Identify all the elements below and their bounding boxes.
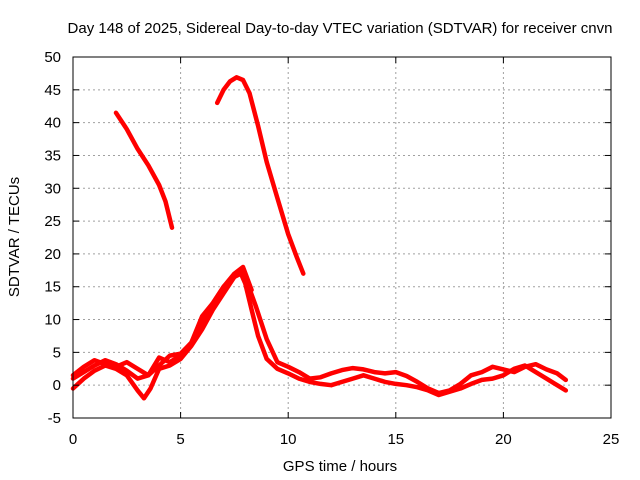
axis-ticks: 0 5 10 15 20 25 -5 0 5 10 15 20 25 30 35 40 45 50 bbox=[44, 49, 619, 448]
y-tick-label: 25 bbox=[44, 213, 61, 230]
series-line-track-4 bbox=[70, 271, 569, 401]
y-tick-label: 35 bbox=[44, 147, 61, 164]
y-tick-label: 40 bbox=[44, 115, 61, 132]
y-tick-label: 10 bbox=[44, 312, 61, 329]
data-series bbox=[70, 75, 569, 401]
y-tick-label: -5 bbox=[48, 410, 61, 427]
x-tick-label: 5 bbox=[176, 431, 184, 448]
x-tick-label: 10 bbox=[280, 431, 297, 448]
y-tick-label: 30 bbox=[44, 180, 61, 197]
plot-frame bbox=[72, 56, 612, 419]
x-tick-label: 15 bbox=[387, 431, 404, 448]
y-tick-label: 5 bbox=[53, 344, 61, 361]
y-tick-label: 20 bbox=[44, 246, 61, 263]
y-tick-label: 0 bbox=[53, 377, 61, 394]
series-line-track-2 bbox=[214, 75, 306, 276]
y-tick-label: 50 bbox=[44, 49, 61, 66]
series-line-track-5 bbox=[70, 270, 569, 396]
series-line-track-1 bbox=[113, 110, 175, 230]
x-tick-label: 20 bbox=[495, 431, 512, 448]
y-axis-label: SDTVAR / TECUs bbox=[6, 177, 23, 297]
x-tick-label: 25 bbox=[603, 431, 620, 448]
y-tick-label: 15 bbox=[44, 279, 61, 296]
y-tick-label: 45 bbox=[44, 82, 61, 99]
x-tick-label: 0 bbox=[69, 431, 77, 448]
x-axis-label: GPS time / hours bbox=[283, 458, 397, 475]
chart-title: Day 148 of 2025, Sidereal Day-to-day VTE… bbox=[68, 20, 613, 37]
